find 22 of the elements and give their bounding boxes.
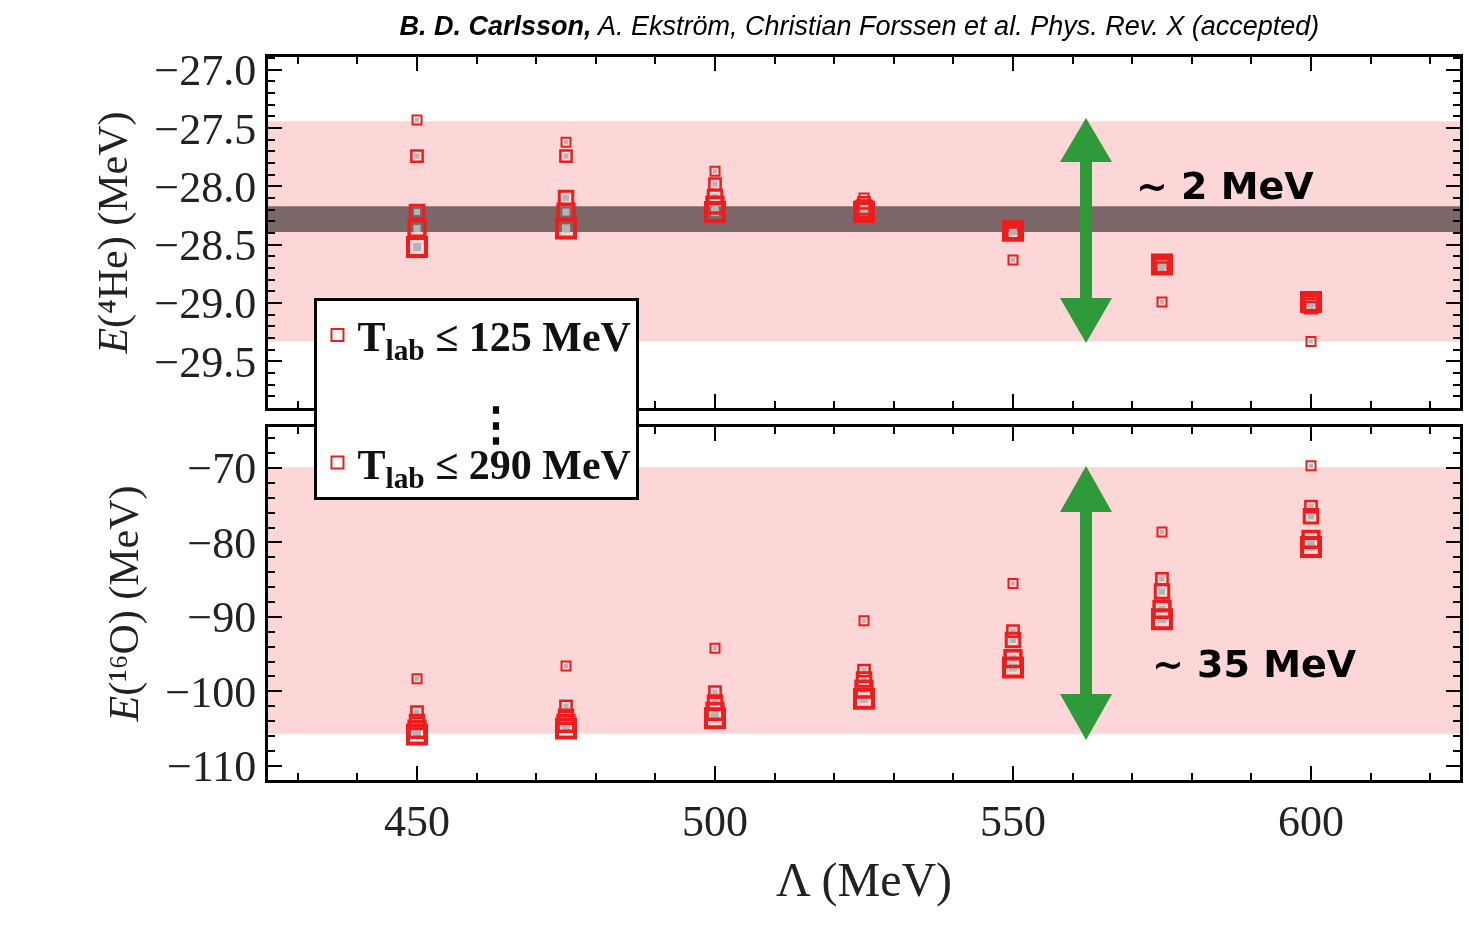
x-tick-label: 450 bbox=[384, 796, 450, 846]
x-tick-label: 500 bbox=[682, 796, 748, 846]
chart-title: B. D. Carlsson, A. Ekström, Christian Forssen et al. Phys. Rev. X (accepted) bbox=[399, 10, 1320, 41]
y-tick-label: −90 bbox=[187, 593, 257, 643]
y-tick-label: −28.0 bbox=[154, 162, 257, 212]
x-tick-label: 600 bbox=[1278, 796, 1344, 846]
legend-label: T$_{lab}$ ≤ 125 MeV bbox=[357, 314, 631, 367]
y-tick-label: −27.5 bbox=[154, 104, 257, 154]
y-axis-title: E(¹⁶O) (MeV) bbox=[101, 485, 149, 723]
y-axis-title: E(⁴He) (MeV) bbox=[90, 111, 138, 355]
x-tick-label: 550 bbox=[980, 796, 1046, 846]
y-tick-label: −80 bbox=[187, 518, 257, 568]
y-tick-label: −110 bbox=[167, 742, 257, 792]
y-tick-label: −29.0 bbox=[154, 279, 257, 329]
x-axis-title: Λ (MeV) bbox=[775, 852, 953, 907]
y-tick-label: −29.5 bbox=[154, 337, 257, 387]
y-tick-label: −100 bbox=[165, 667, 257, 717]
annotation: ~ 2 MeV bbox=[1136, 164, 1315, 208]
y-tick-label: −27.0 bbox=[154, 46, 257, 96]
y-tick-label: −70 bbox=[187, 444, 257, 494]
annotation: ~ 35 MeV bbox=[1152, 642, 1357, 686]
y-tick-label: −28.5 bbox=[154, 221, 257, 271]
